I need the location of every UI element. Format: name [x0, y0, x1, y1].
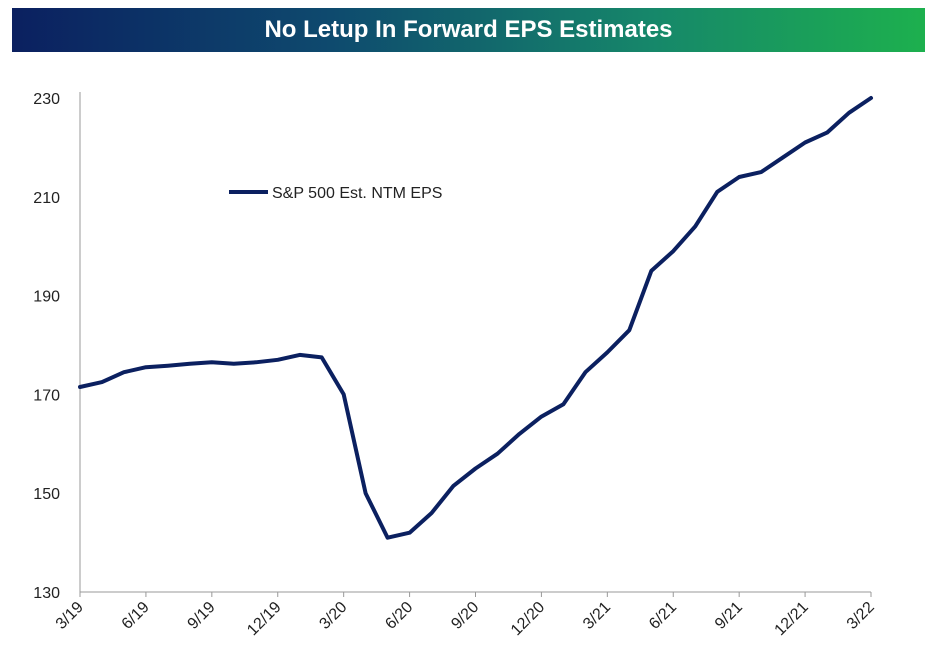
- y-tick-label: 230: [33, 91, 60, 108]
- x-tick-label: 12/19: [244, 599, 284, 639]
- series-group: [78, 96, 873, 540]
- x-tick-label: 9/21: [712, 599, 746, 633]
- legend-label: S&P 500 Est. NTM EPS: [272, 185, 442, 202]
- chart-title: No Letup In Forward EPS Estimates: [12, 8, 925, 52]
- y-tick-label: 210: [33, 190, 60, 207]
- y-tick-label: 190: [33, 289, 60, 306]
- x-tick-label: 9/19: [185, 599, 219, 633]
- x-tick-label: 12/21: [772, 599, 812, 639]
- axes: [79, 92, 871, 593]
- y-tick-label: 130: [33, 585, 60, 602]
- x-tick-label: 3/20: [316, 599, 350, 633]
- x-tick-label: 12/20: [508, 599, 548, 639]
- x-tick-label: 9/20: [448, 599, 482, 633]
- x-tick-label: 3/21: [580, 599, 614, 633]
- y-tick-label: 170: [33, 387, 60, 404]
- series-line: [78, 96, 873, 540]
- x-tick-label: 6/20: [382, 599, 416, 633]
- y-tick-labels: 130 150 170 190 210 230: [33, 91, 60, 602]
- legend: S&P 500 Est. NTM EPS: [229, 185, 442, 202]
- x-tick-label: 6/21: [646, 599, 680, 633]
- x-tick-label: 6/19: [119, 599, 153, 633]
- y-tick-label: 150: [33, 486, 60, 503]
- x-tick-label: 3/19: [53, 599, 87, 633]
- x-tick-label: 3/22: [844, 599, 878, 633]
- x-tick-labels: 3/19 6/19 9/19 12/19 3/20 6/20 9/20 12/20 3/21 6/…: [53, 592, 878, 639]
